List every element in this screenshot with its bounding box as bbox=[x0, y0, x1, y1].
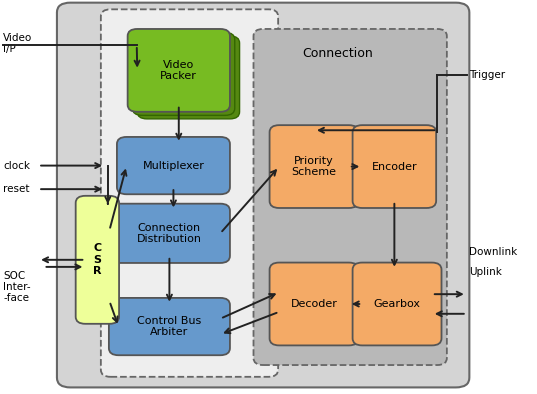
Text: Video: Video bbox=[3, 33, 33, 43]
Text: Downlink: Downlink bbox=[469, 247, 518, 257]
Text: Control Bus
Arbiter: Control Bus Arbiter bbox=[137, 316, 201, 337]
FancyBboxPatch shape bbox=[270, 125, 359, 208]
Text: Gearbox: Gearbox bbox=[374, 299, 420, 309]
FancyBboxPatch shape bbox=[133, 32, 235, 115]
Text: Connection: Connection bbox=[303, 47, 373, 60]
Text: Video
Packer: Video Packer bbox=[161, 59, 197, 81]
Text: SOC: SOC bbox=[3, 271, 26, 281]
Text: clock: clock bbox=[3, 161, 31, 171]
FancyBboxPatch shape bbox=[253, 29, 447, 365]
FancyBboxPatch shape bbox=[117, 137, 230, 194]
Text: Multiplexer: Multiplexer bbox=[142, 161, 205, 171]
Text: -face: -face bbox=[3, 292, 30, 303]
FancyBboxPatch shape bbox=[109, 298, 230, 355]
Text: Trigger: Trigger bbox=[469, 70, 505, 80]
FancyBboxPatch shape bbox=[76, 196, 119, 324]
FancyBboxPatch shape bbox=[101, 9, 278, 377]
FancyBboxPatch shape bbox=[137, 36, 240, 119]
Text: Uplink: Uplink bbox=[469, 267, 502, 277]
Text: I/P: I/P bbox=[3, 44, 16, 54]
FancyBboxPatch shape bbox=[57, 3, 469, 387]
Text: C
S
R: C S R bbox=[93, 243, 101, 277]
Text: reset: reset bbox=[3, 184, 30, 194]
Text: Decoder: Decoder bbox=[291, 299, 337, 309]
FancyBboxPatch shape bbox=[353, 262, 441, 346]
Text: Connection
Distribution: Connection Distribution bbox=[137, 223, 202, 244]
FancyBboxPatch shape bbox=[128, 29, 230, 112]
FancyBboxPatch shape bbox=[270, 262, 359, 346]
Text: Encoder: Encoder bbox=[372, 162, 417, 171]
Text: Inter-: Inter- bbox=[3, 282, 31, 292]
FancyBboxPatch shape bbox=[353, 125, 436, 208]
Text: Priority
Scheme: Priority Scheme bbox=[292, 156, 337, 177]
FancyBboxPatch shape bbox=[109, 204, 230, 263]
